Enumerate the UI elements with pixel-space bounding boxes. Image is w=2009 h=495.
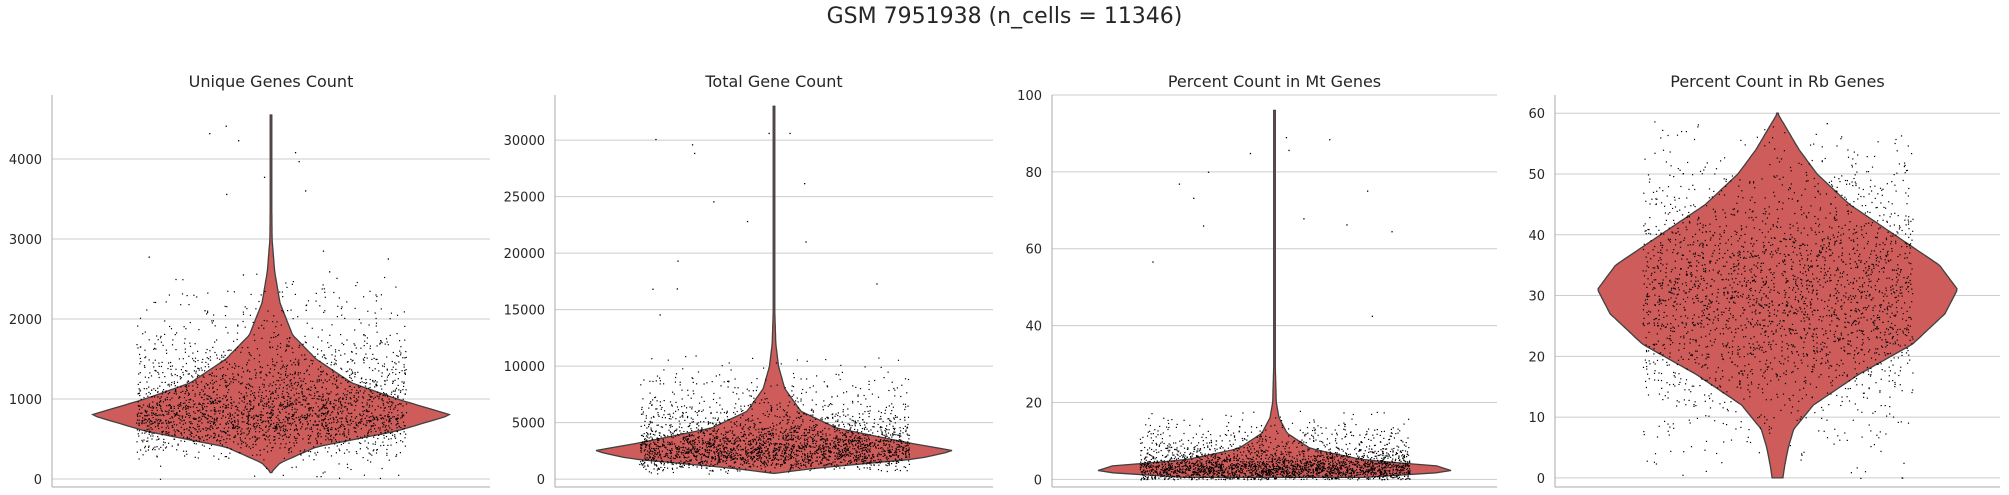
violin-body [595,105,953,475]
panel-title: Unique Genes Count [189,72,354,91]
violin-body [1097,109,1452,479]
y-tick-label: 15000 [504,304,545,319]
y-tick-label: 60 [1025,243,1042,258]
y-tick-label: 10000 [504,360,545,375]
y-tick-label: 10 [1528,411,1545,426]
y-tick-label: 25000 [504,191,545,206]
y-tick-label: 0 [537,473,545,488]
cell-points [136,125,408,480]
cell-points [1139,137,1411,481]
y-tick-label: 40 [1025,320,1042,335]
y-tick-label: 40 [1528,229,1545,244]
y-tick-label: 30000 [504,134,545,149]
y-tick-label: 0 [1537,472,1545,487]
panel-title: Percent Count in Mt Genes [1168,72,1381,91]
y-tick-label: 5000 [512,417,545,432]
y-tick-label: 30 [1528,290,1545,305]
violin-body [1597,112,1958,479]
y-tick-label: 4000 [9,153,42,168]
cell-points [639,132,910,475]
y-tick-label: 1000 [9,393,42,408]
panel-title: Total Gene Count [704,72,842,91]
violin-panel-3: Percent Count in Mt Genes 0 20 40 60 80 100 [1017,72,1497,488]
y-tick-label: 0 [34,473,42,488]
violin-panel-1: Unique Genes Count 0 1000 2000 3000 4000 [9,72,490,488]
violin-panel-2: Total Gene Count 0 5000 10000 15000 20000 2500… [504,72,993,488]
figure-title: GSM 7951938 (n_cells = 11346) [826,4,1183,29]
panel-title: Percent Count in Rb Genes [1670,72,1884,91]
violin-panel-4: Percent Count in Rb Genes 0 10 20 30 40 50 60 [1528,72,2000,488]
y-tick-label: 60 [1528,107,1545,122]
cell-points [1642,121,1914,479]
y-tick-label: 2000 [9,313,42,328]
y-tick-label: 0 [1034,473,1042,488]
y-tick-label: 20 [1025,396,1042,411]
y-tick-label: 3000 [9,233,42,248]
y-tick-label: 100 [1017,89,1042,104]
y-tick-label: 20000 [504,247,545,262]
y-tick-label: 50 [1528,168,1545,183]
violin-body [90,114,452,474]
y-tick-label: 80 [1025,166,1042,181]
y-tick-label: 20 [1528,350,1545,365]
